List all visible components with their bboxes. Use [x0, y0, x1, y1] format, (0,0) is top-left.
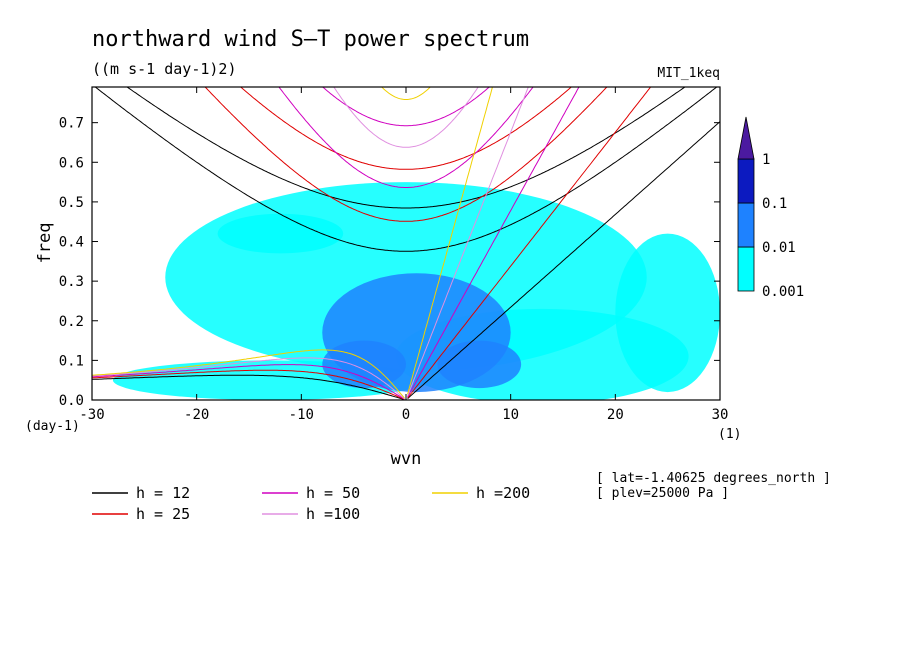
- colorbar-label: 0.01: [762, 240, 796, 256]
- colorbar-extend-arrow: [737, 116, 755, 160]
- y-unit-label: (day-1): [25, 419, 80, 434]
- dispersion-curve: [278, 87, 534, 188]
- legend-label: h = 12: [136, 484, 190, 502]
- x-tick-label: 0: [402, 407, 410, 423]
- dispersion-curve: [94, 87, 718, 252]
- dispersion-curve: [407, 87, 580, 398]
- x-unit-label: (1): [718, 427, 741, 442]
- power-region: [217, 213, 344, 254]
- footnote-lat: [ lat=-1.40625 degrees_north ]: [596, 471, 831, 486]
- y-tick-label: 0.3: [59, 274, 84, 290]
- dispersion-curve: [407, 121, 720, 399]
- dispersion-curve: [92, 357, 405, 400]
- colorbar-segment: [737, 158, 755, 204]
- dispersion-curve: [92, 364, 405, 400]
- dispersion-curve: [92, 0, 720, 12]
- chart-units: ((m s-1 day-1)2): [92, 60, 237, 78]
- x-tick-label: 30: [712, 407, 729, 423]
- colorbar-label: 0.001: [762, 284, 804, 300]
- dispersion-curve: [92, 374, 405, 400]
- y-tick-label: 0.5: [59, 195, 84, 211]
- dispersion-curve: [92, 369, 405, 400]
- colorbar-label: 0.1: [762, 196, 787, 212]
- colorbar-segment: [737, 202, 755, 248]
- dispersion-curve: [407, 87, 652, 399]
- dispersion-curve: [407, 87, 529, 397]
- y-tick-label: 0.6: [59, 155, 84, 171]
- footnote-plev: [ plev=25000 Pa ]: [596, 486, 729, 501]
- chart-title: northward wind S–T power spectrum: [92, 27, 529, 52]
- x-tick-label: -10: [289, 407, 314, 423]
- power-region: [437, 340, 522, 389]
- x-tick-label: -20: [184, 407, 209, 423]
- colorbar-label: 1: [762, 152, 770, 168]
- colorbar-segment: [737, 246, 755, 292]
- y-tick-label: 0.0: [59, 393, 84, 409]
- x-tick-label: 10: [502, 407, 519, 423]
- x-tick-label: -30: [79, 407, 104, 423]
- y-tick-label: 0.2: [59, 314, 84, 330]
- y-tick-label: 0.7: [59, 116, 84, 132]
- dispersion-curve: [126, 87, 686, 209]
- dispersion-curve: [321, 87, 491, 127]
- y-axis-label: freq: [35, 223, 55, 264]
- dispersion-curve: [407, 87, 493, 395]
- y-tick-label: 0.4: [59, 235, 84, 251]
- x-axis-label: wvn: [391, 449, 422, 469]
- x-tick-label: 20: [607, 407, 624, 423]
- legend-label: h =200: [476, 484, 530, 502]
- dispersion-curve: [333, 87, 479, 148]
- legend-label: h =100: [306, 505, 360, 523]
- dataset-label: MIT_1keq: [657, 66, 720, 81]
- power-region: [322, 340, 406, 389]
- dispersion-curve: [204, 87, 608, 222]
- legend: h = 12 h = 25 h = 50 h =100 h =200: [92, 484, 530, 523]
- legend-label: h = 50: [306, 484, 360, 502]
- dispersion-curve: [381, 87, 431, 100]
- legend-label: h = 25: [136, 505, 190, 523]
- colorbar: 0.001 0.01 0.1 1: [737, 116, 804, 300]
- y-tick-label: 0.1: [59, 353, 84, 369]
- power-region: [615, 233, 720, 393]
- dispersion-curve: [239, 87, 573, 170]
- dispersion-curve: [92, 349, 405, 399]
